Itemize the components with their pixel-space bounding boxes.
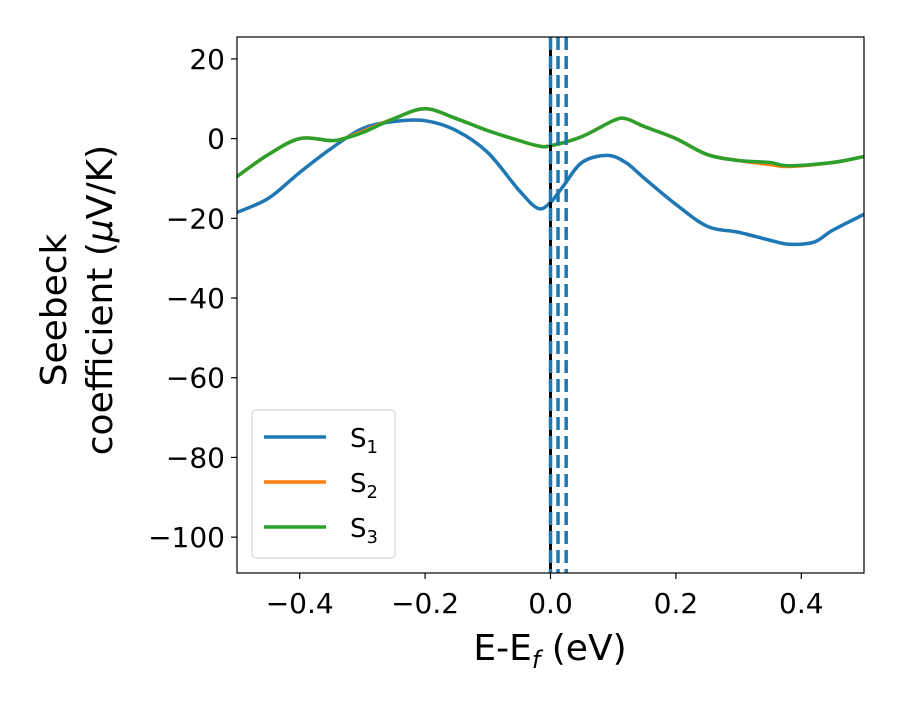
y-tick-label: −60 [166,362,225,395]
y-tick-label: −40 [166,282,225,315]
legend-label-s2: S2 [350,469,378,503]
y-axis-title-mu: μ [80,219,121,243]
legend: S1 S2 S3 [251,409,396,559]
x-tick-label: 0.0 [528,587,573,620]
x-axis-title: E-Ef (eV) [473,628,626,674]
y-axis-title-pre: coefficient ( [80,242,121,455]
y-tick-label: 0 [207,123,225,156]
series-line-s3 [237,106,864,179]
y-axis-title-line1: Seebeck [34,233,75,386]
series-line-s1 [237,118,864,247]
plot-clip-group [237,37,864,573]
legend-box [251,409,396,559]
x-tick-label: 0.2 [654,587,699,620]
y-axis-title-post: V/K) [80,145,121,219]
legend-label-s1: S1 [350,424,378,458]
y-axis-title-line2: coefficient (μV/K) [80,145,121,455]
x-tick-label: −0.4 [266,587,334,620]
y-tick-label: 20 [189,43,225,76]
legend-label-s3: S3 [350,514,378,548]
plot-area: −0.4 −0.2 0.0 0.2 0.4 20 0 −20 −40 −60 −80 −100 [148,36,865,620]
x-axis-title-main: E-E [473,628,531,669]
x-tick-label: 0.4 [779,587,824,620]
y-tick-label: −80 [166,441,225,474]
x-tick-label: −0.2 [391,587,459,620]
x-axis-title-tail: (eV) [540,628,626,669]
y-tick-label: −20 [166,202,225,235]
y-tick-label: −100 [148,521,225,554]
